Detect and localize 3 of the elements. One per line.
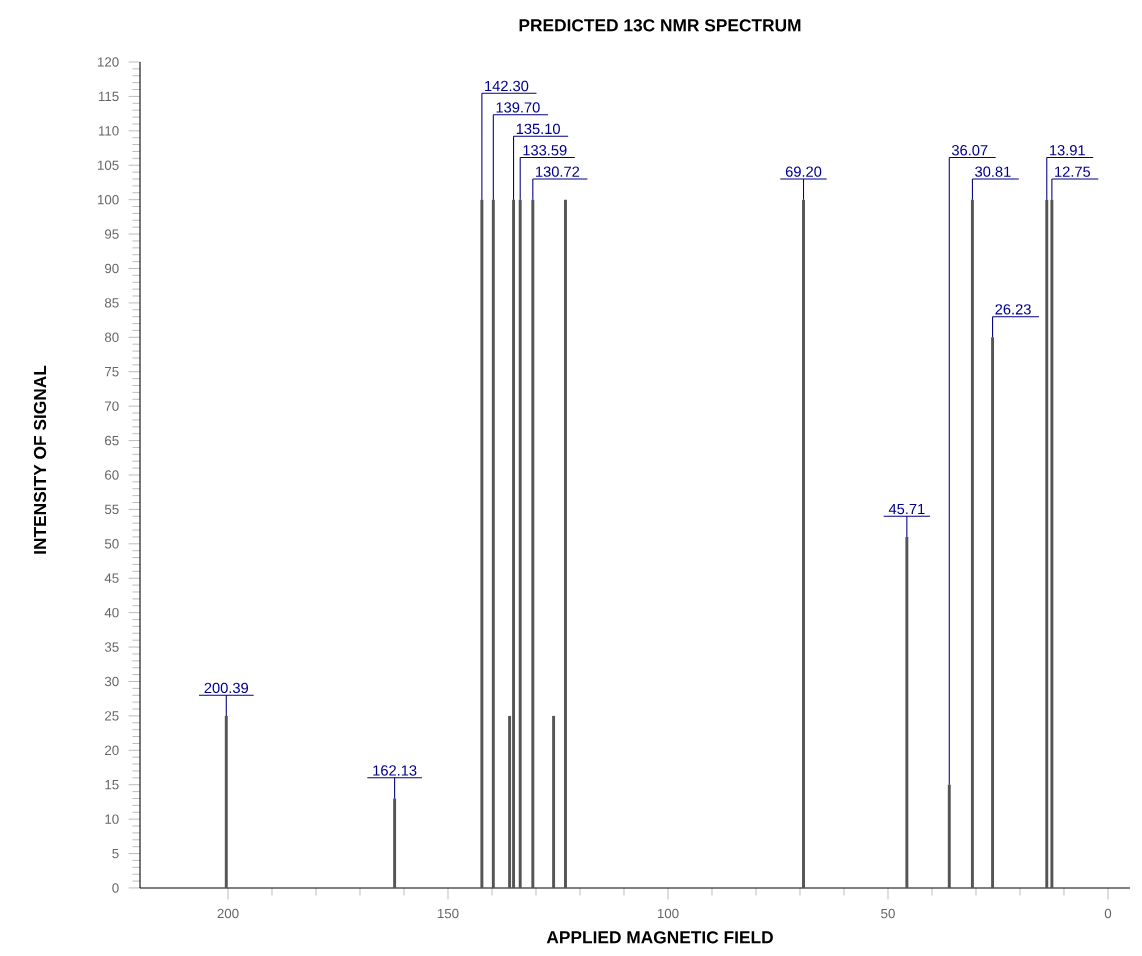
chart-title: PREDICTED 13C NMR SPECTRUM — [519, 19, 801, 32]
y-axis-title: INTENSITY OF SIGNAL — [33, 365, 47, 554]
x-axis-title: APPLIED MAGNETIC FIELD — [546, 931, 773, 944]
